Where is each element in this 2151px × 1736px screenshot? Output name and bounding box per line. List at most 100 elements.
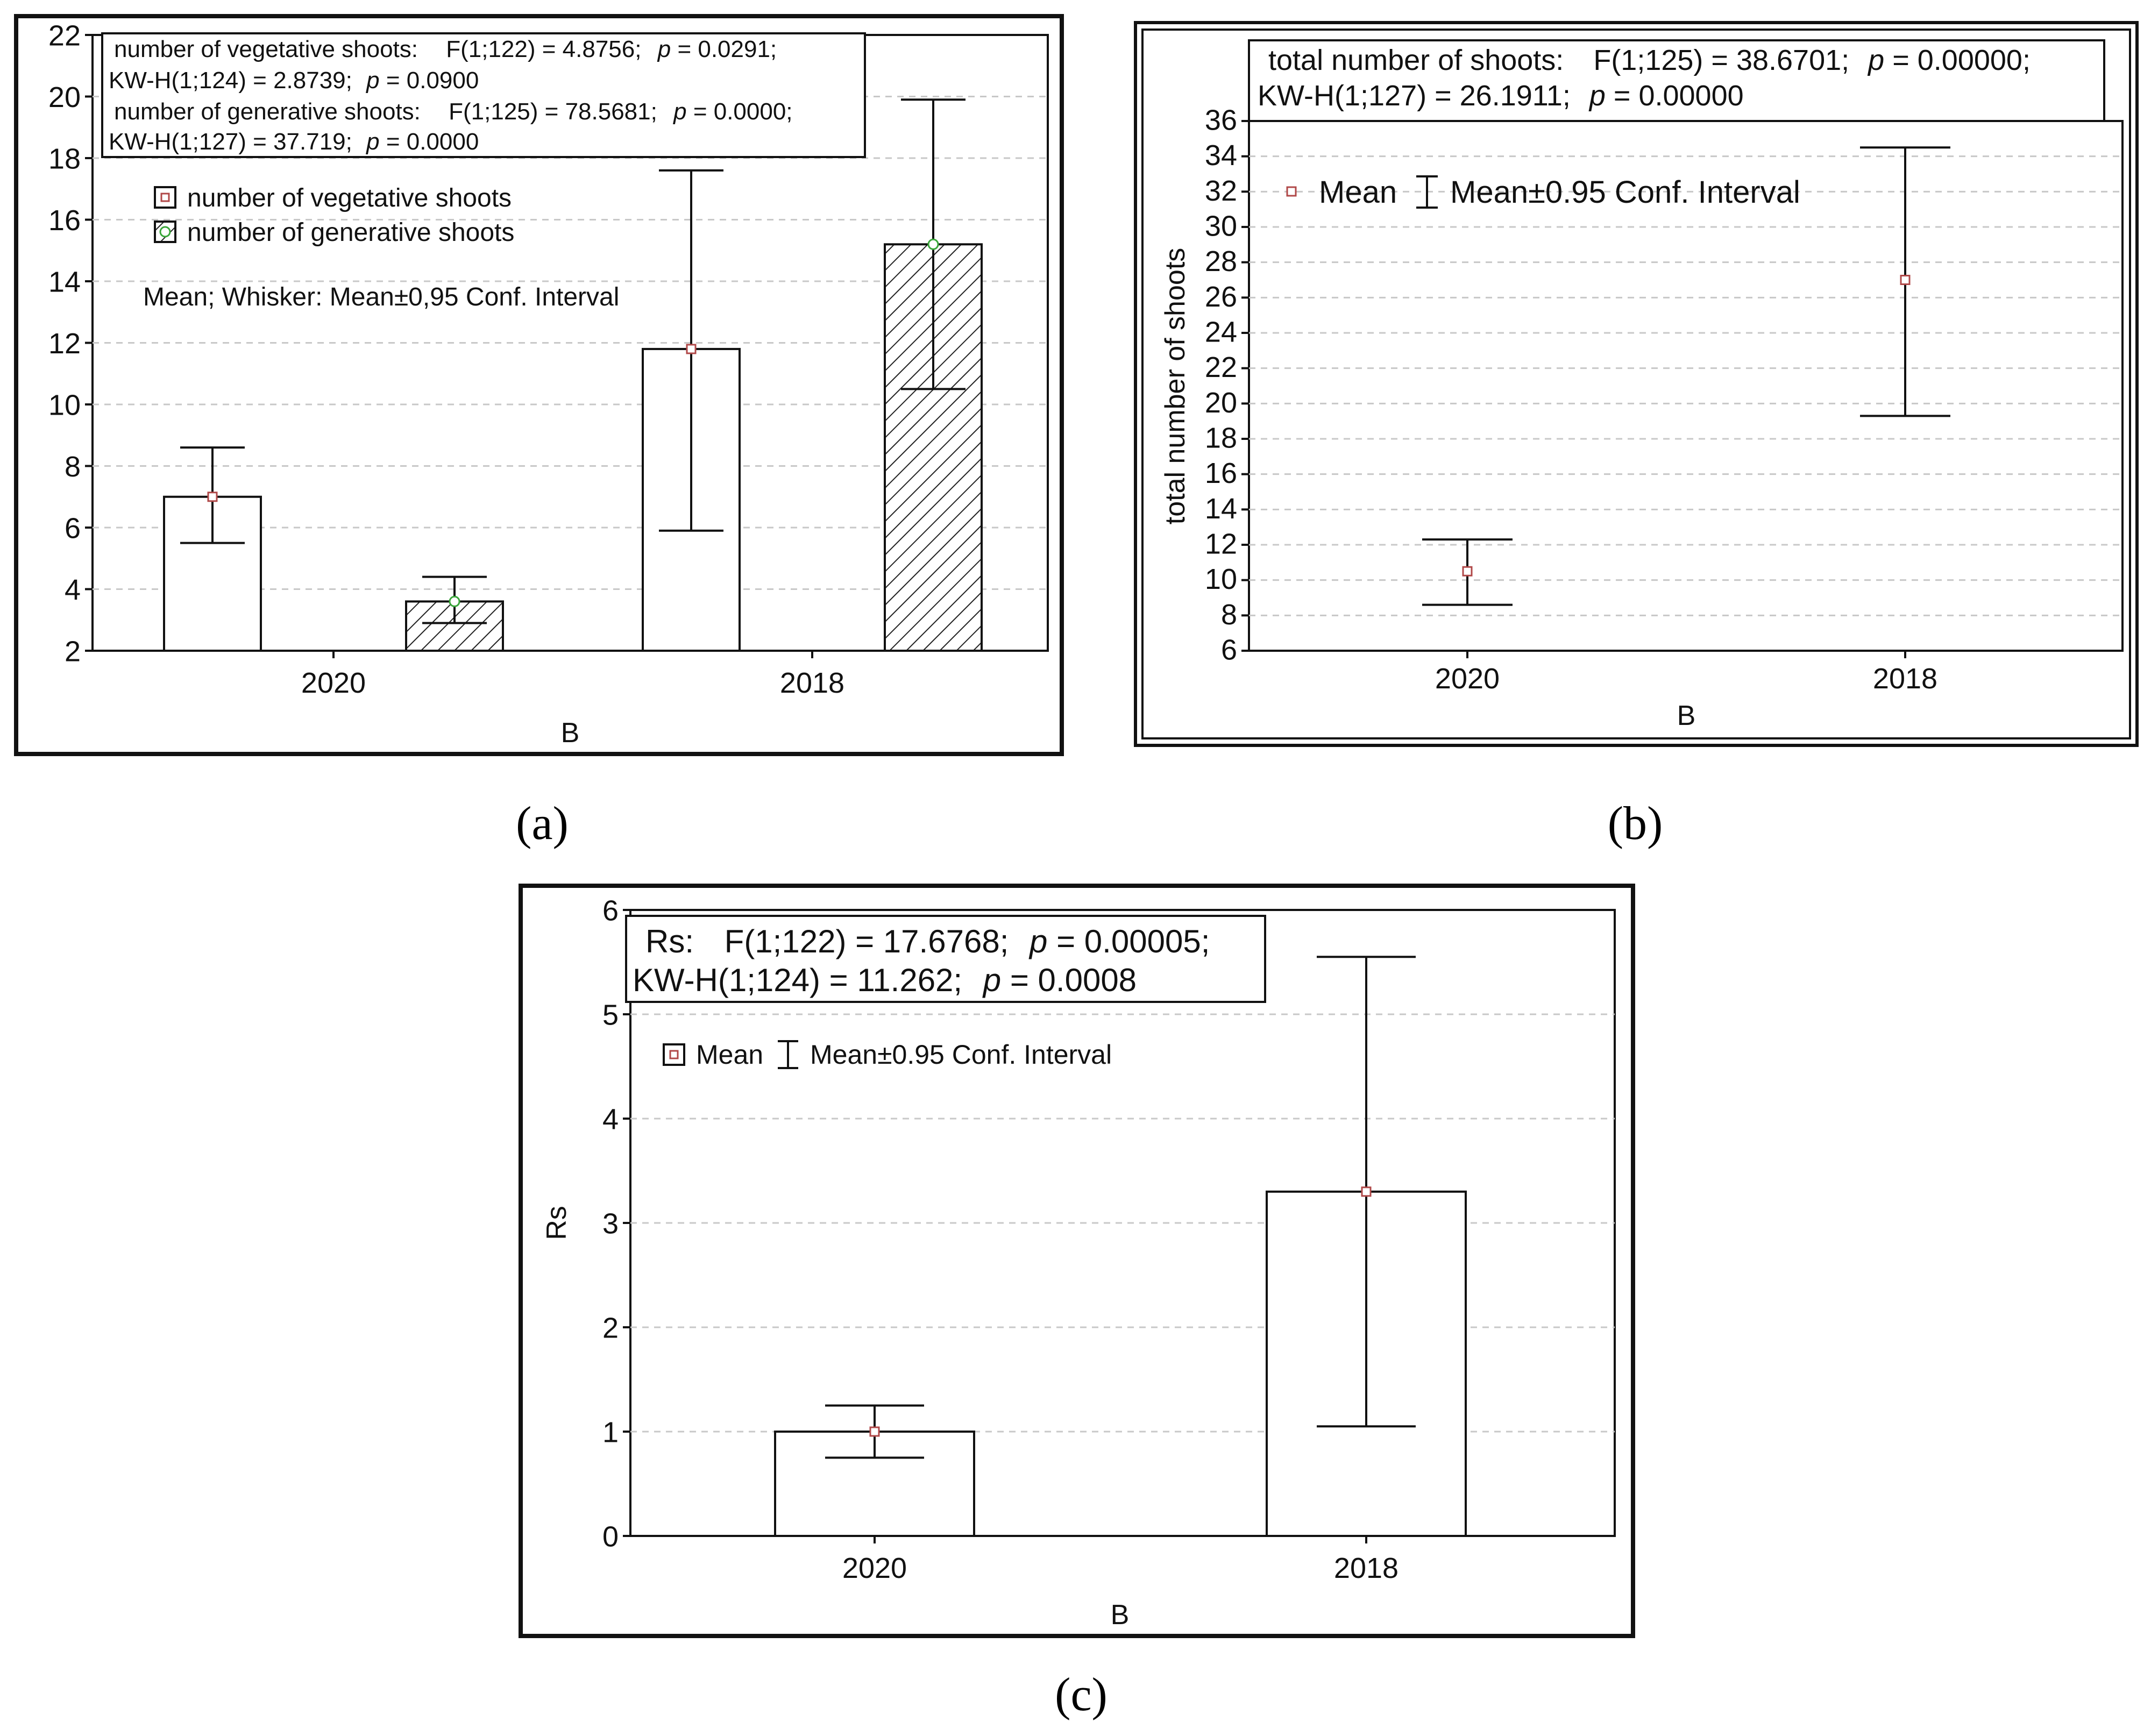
panel-b-x-ticks: 2020 2018: [1435, 651, 1937, 695]
bar-generative: [405, 600, 504, 652]
mean-marker-generative: [927, 238, 939, 250]
legend-label-generative: number of generative shoots: [187, 218, 514, 247]
panel-a-whisker-note: Mean; Whisker: Mean±0,95 Conf. Interval: [143, 283, 619, 311]
panel-c-frame: [519, 884, 1635, 1638]
y-tick-label: 16: [1205, 457, 1237, 489]
y-tick-label: 8: [65, 451, 81, 483]
stat-p-value: = 0.0000;: [693, 98, 793, 125]
mean-marker: [1900, 275, 1911, 285]
stat-label: number of vegetative shoots:: [114, 36, 418, 62]
y-tick-label: 14: [48, 266, 81, 298]
legend-mean-label: Mean: [696, 1040, 763, 1070]
y-tick-label: 10: [1205, 563, 1237, 595]
stat-p-symbol: p: [672, 98, 686, 125]
y-tick-label: 18: [48, 143, 81, 175]
y-tick-label: 20: [1205, 387, 1237, 419]
stat-label: total number of shoots:: [1268, 44, 1564, 76]
legend-ci-icon: [778, 1040, 798, 1069]
y-tick-label: 12: [48, 328, 81, 360]
panel-a-stats-line-3: number of generative shoots: F(1;125) = …: [114, 98, 793, 125]
stat-label: number of generative shoots:: [114, 98, 421, 125]
stat-kw: KW-H(1;124) = 11.262;: [633, 962, 962, 998]
panel-c: 0 1 2 3 4 5 6 2020 2018 B Rs Rs: F(1;122) = 17.…: [519, 884, 1635, 1638]
panel-a-frame: [14, 14, 1064, 756]
y-tick-label: 3: [602, 1207, 619, 1240]
mean-marker-vegetative: [207, 492, 218, 502]
mean-marker: [1361, 1186, 1372, 1197]
stat-p-value: = 0.0291;: [677, 36, 777, 62]
y-tick-label: 10: [48, 389, 81, 421]
stat-p-symbol: p: [1028, 923, 1047, 959]
y-tick-label: 18: [1205, 422, 1237, 454]
panel-c-x-axis-title: B: [1111, 1599, 1130, 1631]
stat-p-symbol: p: [657, 36, 671, 62]
y-tick-label: 6: [65, 512, 81, 544]
y-tick-label: 36: [1205, 104, 1237, 137]
legend-mean-marker: [669, 1050, 679, 1059]
mean-marker-vegetative: [686, 344, 697, 354]
stat-p-value: = 0.0008: [1010, 962, 1137, 998]
stat-anova: F(1;122) = 17.6768;: [725, 923, 1009, 959]
stat-kw: KW-H(1;124) = 2.8739;: [109, 67, 352, 94]
legend-marker-vegetative: [160, 193, 170, 202]
panel-b-gridlines: [1249, 155, 2122, 616]
panel-c-bars: [774, 956, 1467, 1538]
panel-a-y-ticks: 2 4 6 8 10 12 14 16 18 20 22: [48, 19, 93, 667]
y-tick-label: 14: [1205, 493, 1237, 525]
panel-b-y-axis-title: total number of shoots: [1160, 248, 1191, 525]
panel-b-stats-line-2: KW-H(1;127) = 26.1911; p = 0.00000: [1258, 80, 1744, 112]
y-tick-label: 20: [48, 81, 81, 113]
y-tick-label: 4: [602, 1103, 619, 1135]
panel-b-frame-outer: [1134, 21, 2139, 747]
panel-a-stats-line-4: KW-H(1;127) = 37.719; p = 0.0000: [109, 129, 479, 155]
panel-c-label: (c): [1055, 1669, 1108, 1721]
x-tick-label: 2020: [1435, 663, 1500, 695]
panel-c-x-ticks: 2020 2018: [842, 1536, 1398, 1584]
y-tick-label: 28: [1205, 245, 1237, 278]
stat-p-symbol: p: [365, 67, 379, 94]
y-tick-label: 24: [1205, 316, 1237, 348]
panel-b-label: (b): [1608, 798, 1663, 850]
panel-c-stats-box: [625, 915, 1266, 1003]
mean-marker: [1462, 566, 1473, 577]
mean-marker-generative: [449, 595, 460, 607]
x-tick-label: 2018: [1873, 663, 1937, 695]
legend-ci-label: Mean±0.95 Conf. Interval: [810, 1040, 1112, 1070]
y-tick-label: 0: [602, 1520, 619, 1553]
stat-p-symbol: p: [1588, 80, 1606, 112]
stat-p-value: = 0.0900: [386, 67, 479, 94]
y-tick-label: 30: [1205, 210, 1237, 243]
legend-marker-generative: [159, 226, 171, 238]
stat-kw: KW-H(1;127) = 26.1911;: [1258, 80, 1571, 112]
panel-a-label: (a): [516, 798, 569, 850]
y-tick-label: 16: [48, 204, 81, 237]
y-tick-label: 6: [602, 894, 619, 927]
y-tick-label: 32: [1205, 175, 1237, 207]
stat-p-value: = 0.0000: [386, 129, 479, 155]
stat-p-value: = 0.00005;: [1056, 923, 1210, 959]
mean-marker: [869, 1426, 880, 1437]
stat-anova: F(1;122) = 4.8756;: [446, 36, 641, 62]
stat-anova: F(1;125) = 38.6701;: [1593, 44, 1849, 76]
stat-p-value: = 0.00000: [1614, 80, 1744, 112]
panel-c-stats-line-1: Rs: F(1;122) = 17.6768; p = 0.00005;: [645, 923, 1210, 959]
y-tick-label: 5: [602, 999, 619, 1031]
legend-ci-icon: [1416, 175, 1438, 209]
stat-p-symbol: p: [365, 129, 379, 155]
y-tick-label: 2: [65, 635, 81, 667]
y-tick-label: 26: [1205, 281, 1237, 313]
panel-a-bars: [163, 98, 983, 652]
panel-c-legend: Mean Mean±0.95 Conf. Interval: [663, 1040, 1112, 1070]
x-tick-label: 2020: [842, 1552, 907, 1584]
panel-c-gridlines: [630, 1013, 1615, 1433]
x-tick-label: 2018: [1334, 1552, 1398, 1584]
legend-mean-label: Mean: [1319, 175, 1397, 210]
panel-a-stats-box: [101, 32, 866, 158]
stat-p-symbol: p: [982, 962, 1001, 998]
x-tick-label: 2020: [301, 667, 366, 699]
y-tick-label: 6: [1221, 634, 1237, 666]
panel-b-stats-box: [1248, 39, 2105, 122]
